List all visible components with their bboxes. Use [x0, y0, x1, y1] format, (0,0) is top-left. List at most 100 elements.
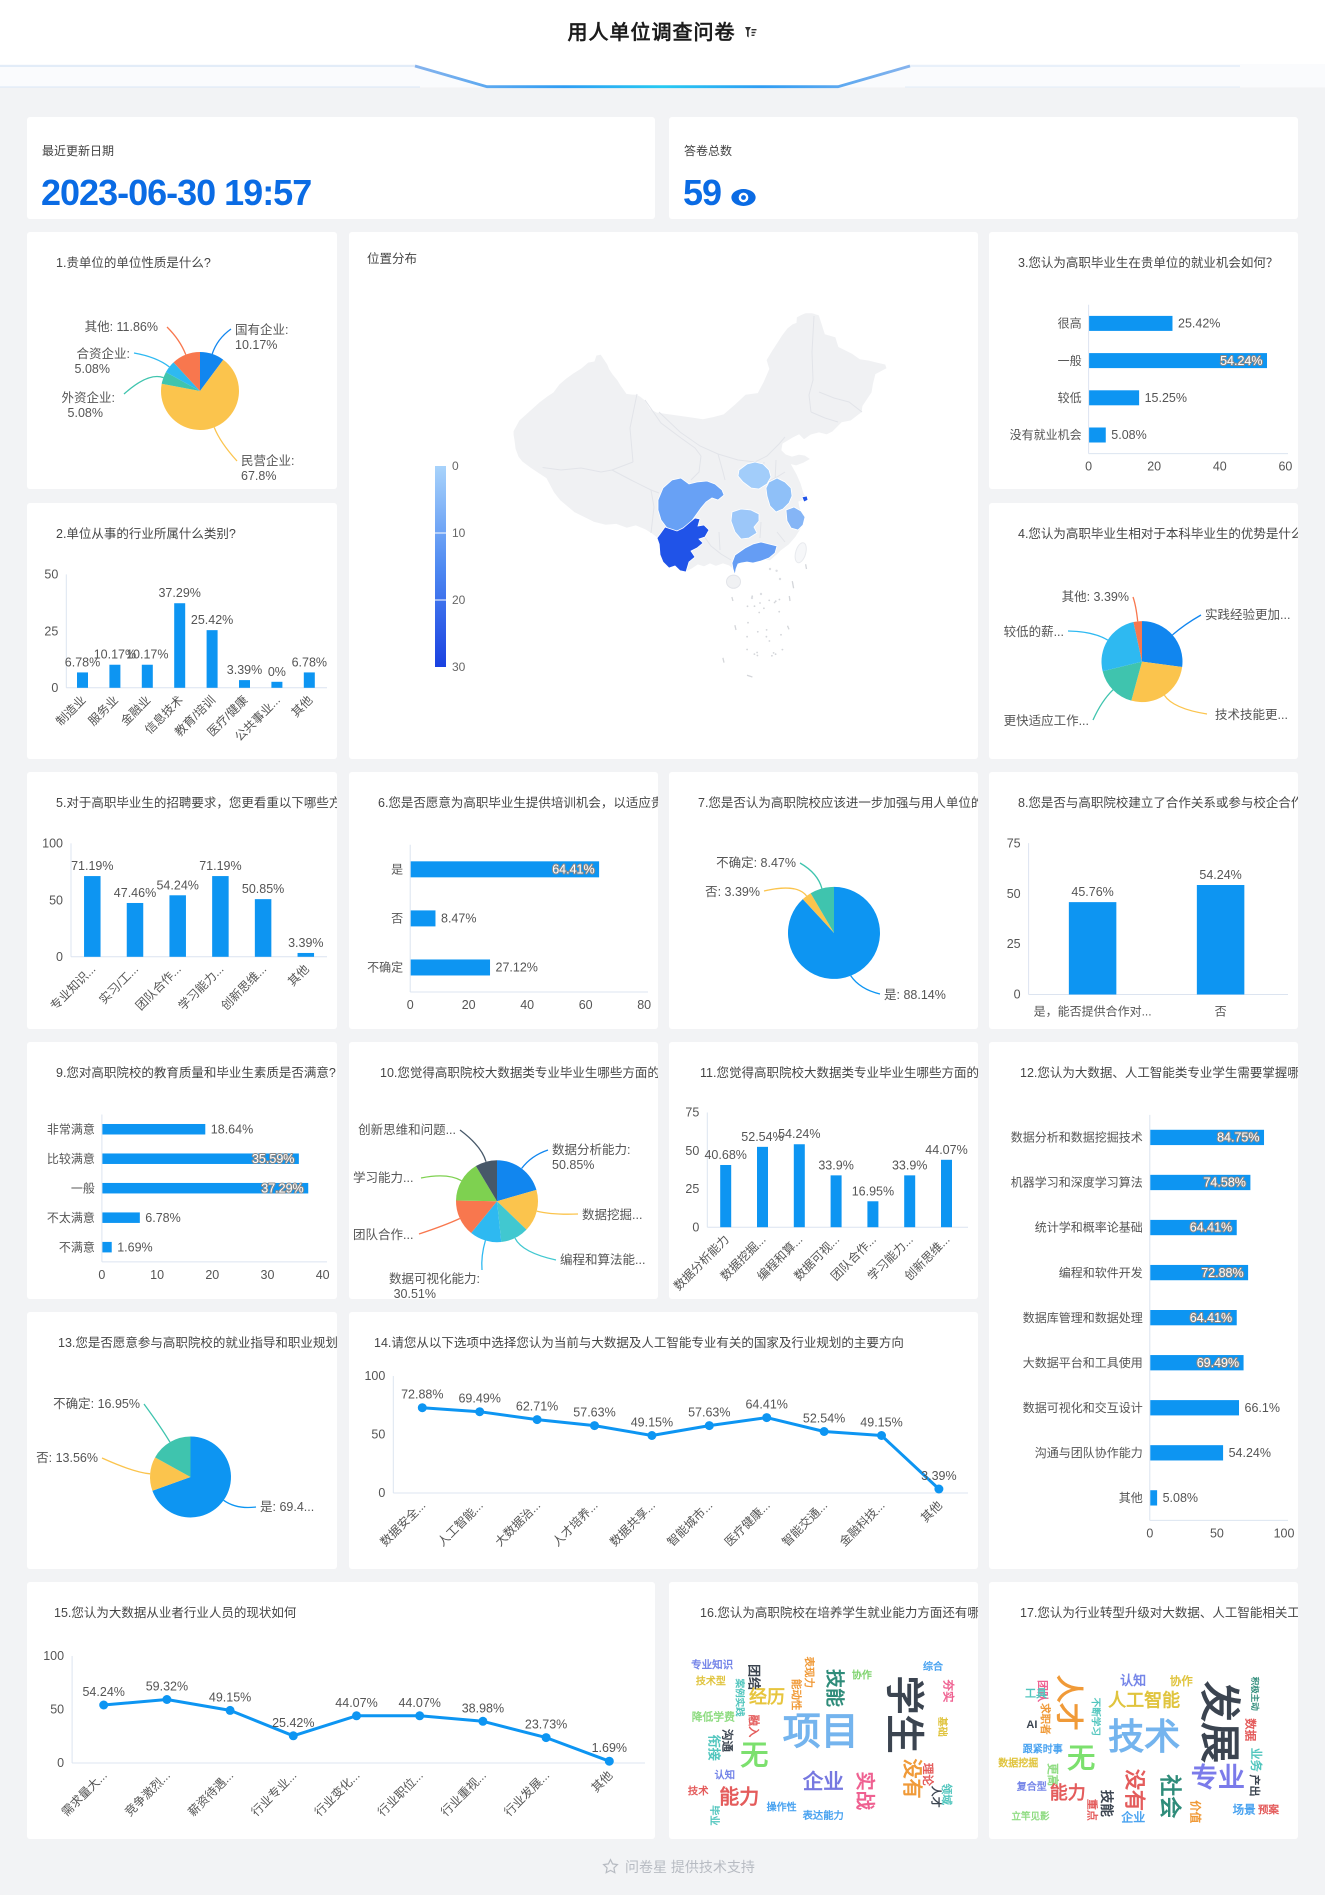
svg-text:没有就业机会: 没有就业机会 — [1010, 427, 1082, 442]
svg-text:较低: 较低 — [1058, 390, 1082, 405]
svg-text:数据可视化和交互设计: 数据可视化和交互设计 — [1023, 1400, 1143, 1415]
svg-text:预案: 预案 — [1258, 1803, 1280, 1816]
svg-text:技能: 技能 — [823, 1669, 846, 1707]
svg-text:0: 0 — [692, 1220, 699, 1234]
svg-text:20: 20 — [1147, 460, 1161, 474]
svg-text:较低的薪...: 较低的薪... — [1004, 624, 1064, 639]
svg-text:0%: 0% — [268, 665, 286, 679]
svg-text:67.8%: 67.8% — [241, 469, 276, 483]
svg-text:立竿见影: 立竿见影 — [1011, 1811, 1050, 1823]
svg-text:大数据平台和工具使用: 大数据平台和工具使用 — [1023, 1355, 1143, 1370]
svg-text:50.85%: 50.85% — [552, 1158, 594, 1172]
svg-text:场景: 场景 — [1233, 1802, 1256, 1816]
svg-text:认知: 认知 — [715, 1769, 736, 1782]
svg-text:50: 50 — [49, 893, 63, 907]
svg-text:12.您认为大数据、人工智能类专业学生需要掌握哪: 12.您认为大数据、人工智能类专业学生需要掌握哪 — [1020, 1065, 1298, 1080]
svg-text:机器学习和深度学习算法: 机器学习和深度学习算法 — [1011, 1175, 1143, 1190]
svg-text:25: 25 — [685, 1182, 699, 1196]
svg-text:行业职位...: 行业职位... — [374, 1768, 426, 1820]
svg-text:其他: 其他 — [289, 693, 316, 720]
svg-text:54.24%: 54.24% — [778, 1127, 820, 1141]
svg-text:经历: 经历 — [749, 1686, 785, 1707]
svg-text:能动性: 能动性 — [790, 1679, 803, 1711]
svg-text:0: 0 — [378, 1486, 385, 1500]
svg-text:18.64%: 18.64% — [211, 1122, 253, 1136]
svg-text:37.29%: 37.29% — [158, 586, 200, 600]
svg-text:否: 3.39%: 否: 3.39% — [705, 885, 760, 899]
svg-text:0: 0 — [1146, 1526, 1153, 1540]
svg-text:3.您认为高职毕业生在贵单位的就业机会如何？: 3.您认为高职毕业生在贵单位的就业机会如何？ — [1018, 255, 1278, 270]
svg-text:38.98%: 38.98% — [462, 1701, 504, 1715]
svg-text:10: 10 — [150, 1268, 164, 1282]
svg-text:专业: 专业 — [1191, 1763, 1245, 1793]
svg-text:学习能力...: 学习能力... — [175, 961, 227, 1013]
svg-text:行业发展...: 行业发展... — [501, 1768, 553, 1820]
svg-text:更高: 更高 — [1046, 1763, 1060, 1786]
svg-text:20: 20 — [205, 1268, 219, 1282]
svg-text:实践经验更加...: 实践经验更加... — [1205, 607, 1290, 622]
svg-text:84.75%: 84.75% — [1217, 1131, 1259, 1145]
svg-text:17.您认为行业转型升级对大数据、人工智能相关工: 17.您认为行业转型升级对大数据、人工智能相关工 — [1020, 1605, 1298, 1620]
svg-text:3.39%: 3.39% — [288, 936, 323, 950]
svg-text:沟通与团队协作能力: 沟通与团队协作能力 — [1035, 1445, 1143, 1460]
svg-text:不确定: 不确定 — [367, 960, 403, 975]
svg-text:其他: 3.39%: 其他: 3.39% — [1062, 590, 1129, 604]
svg-text:产出: 产出 — [1248, 1775, 1262, 1797]
svg-text:人才: 人才 — [929, 1786, 943, 1808]
svg-text:64.41%: 64.41% — [745, 1398, 787, 1412]
svg-text:3.39%: 3.39% — [227, 663, 262, 677]
svg-text:数据: 数据 — [1243, 1718, 1257, 1741]
svg-text:人才培养...: 人才培养... — [549, 1498, 601, 1550]
svg-text:合资企业:: 合资企业: — [77, 346, 130, 361]
svg-text:52.54%: 52.54% — [741, 1130, 783, 1144]
svg-text:求职者: 求职者 — [1039, 1703, 1052, 1735]
svg-text:领域: 领域 — [940, 1782, 954, 1805]
svg-text:夯实: 夯实 — [942, 1679, 956, 1703]
svg-text:团队: 团队 — [1036, 1680, 1050, 1703]
svg-text:是: 69.4...: 是: 69.4... — [260, 1500, 314, 1514]
svg-text:50: 50 — [50, 1703, 64, 1717]
svg-text:15.您认为大数据从业者行业人员的现状如何: 15.您认为大数据从业者行业人员的现状如何 — [54, 1605, 297, 1620]
svg-text:金融科技...: 金融科技... — [836, 1498, 888, 1550]
svg-text:数据安全...: 数据安全... — [377, 1498, 429, 1550]
svg-text:33.9%: 33.9% — [892, 1158, 927, 1172]
svg-text:64.41%: 64.41% — [1190, 1311, 1232, 1325]
svg-text:6.78%: 6.78% — [292, 655, 327, 669]
svg-text:位置分布: 位置分布 — [367, 251, 417, 266]
svg-text:50.85%: 50.85% — [242, 882, 284, 896]
svg-text:5.08%: 5.08% — [1111, 428, 1146, 442]
svg-text:0: 0 — [452, 459, 459, 473]
svg-text:很高: 很高 — [1058, 316, 1082, 331]
svg-text:75: 75 — [1007, 836, 1021, 850]
svg-text:发展: 发展 — [1197, 1681, 1243, 1763]
svg-text:25: 25 — [44, 624, 58, 638]
svg-text:综合: 综合 — [923, 1660, 944, 1673]
svg-text:72.88%: 72.88% — [1201, 1266, 1243, 1280]
svg-text:1.69%: 1.69% — [592, 1741, 627, 1755]
svg-text:33.9%: 33.9% — [818, 1158, 853, 1172]
svg-text:企业: 企业 — [1120, 1809, 1145, 1824]
svg-text:20: 20 — [462, 998, 476, 1012]
svg-text:创新思维和问题...: 创新思维和问题... — [358, 1122, 456, 1137]
svg-text:30: 30 — [452, 660, 466, 674]
svg-text:融入: 融入 — [747, 1715, 761, 1738]
svg-text:国有企业:: 国有企业: — [235, 322, 288, 337]
svg-text:能力: 能力 — [719, 1784, 759, 1808]
svg-text:降低学费: 降低学费 — [692, 1709, 735, 1723]
svg-text:制造业: 制造业 — [53, 693, 88, 728]
svg-text:否: 否 — [391, 912, 403, 926]
svg-text:60: 60 — [1278, 460, 1292, 474]
svg-text:业务: 业务 — [1249, 1748, 1264, 1773]
svg-text:75: 75 — [685, 1106, 699, 1120]
svg-text:一般: 一般 — [1058, 353, 1082, 368]
svg-text:72.88%: 72.88% — [401, 1388, 443, 1402]
svg-text:30: 30 — [261, 1268, 275, 1282]
svg-text:52.54%: 52.54% — [803, 1412, 845, 1426]
svg-text:60: 60 — [579, 998, 593, 1012]
svg-text:认知: 认知 — [1120, 1673, 1146, 1688]
svg-text:非常满意: 非常满意 — [47, 1121, 95, 1136]
svg-text:44.07%: 44.07% — [925, 1143, 967, 1157]
svg-text:80: 80 — [637, 998, 651, 1012]
svg-text:创新思维...: 创新思维... — [218, 961, 270, 1013]
svg-text:40: 40 — [316, 1268, 330, 1282]
